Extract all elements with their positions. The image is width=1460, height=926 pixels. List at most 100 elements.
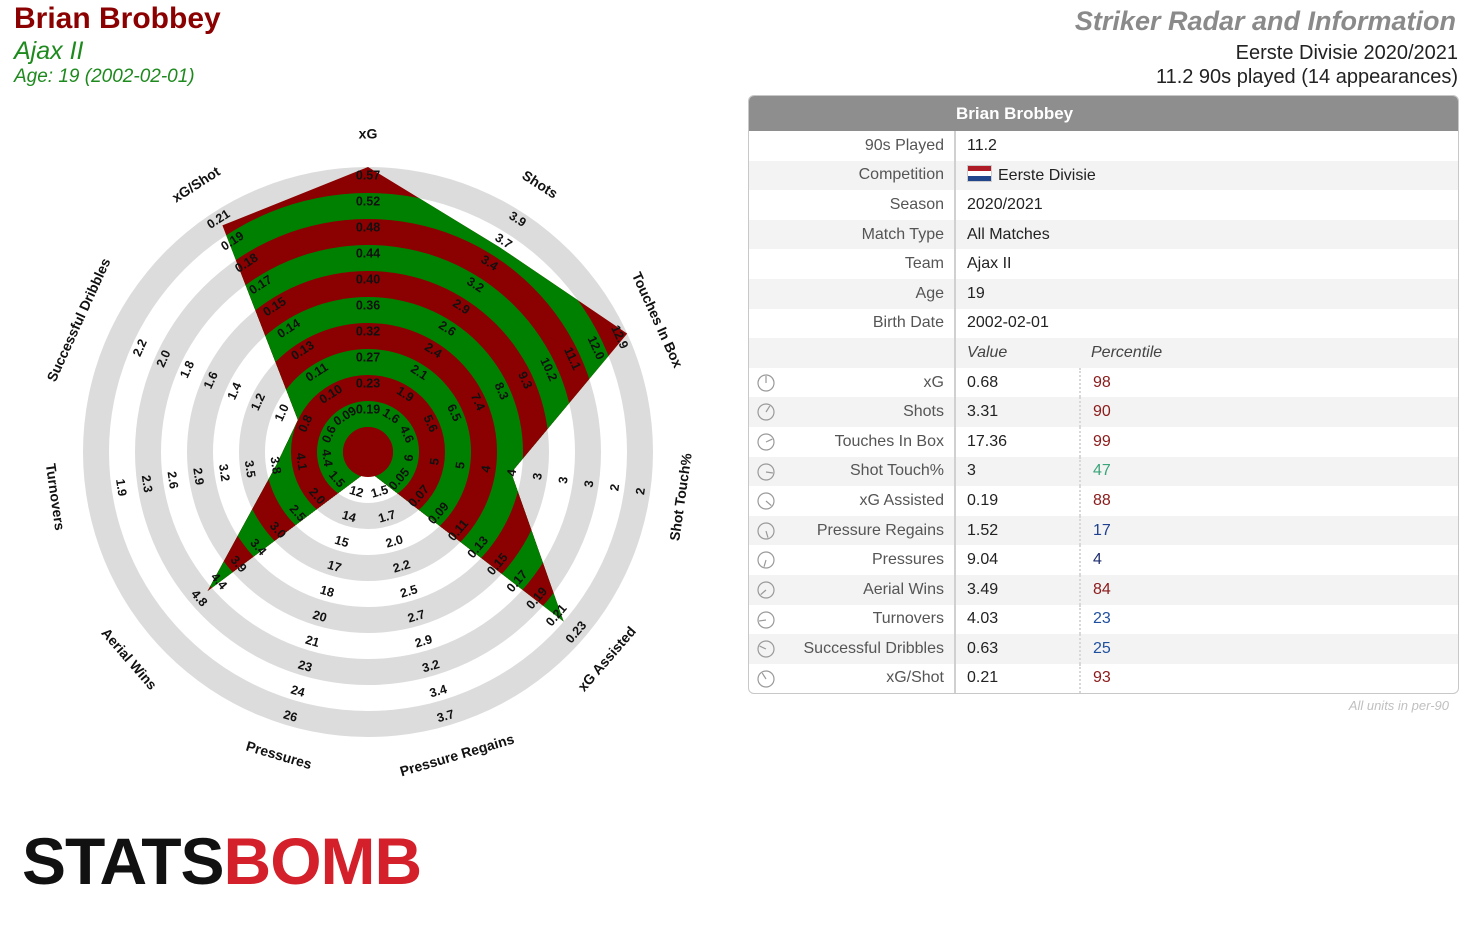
radar-tick-label: 0.57 [356, 168, 380, 182]
metric-label: Pressure Regains [749, 515, 956, 546]
metric-value: 0.63 [956, 634, 1079, 664]
radar-tick-label: 1.8 [177, 359, 197, 381]
metric-percentile: 25 [1079, 634, 1458, 664]
metric-value: 9.04 [967, 551, 999, 569]
radar-tick-label: 26 [282, 707, 299, 724]
metric-dial-icon [757, 433, 775, 451]
metric-dial-icon [757, 610, 775, 629]
radar-tick-label: 20 [311, 608, 328, 625]
info-row-value: Eerste Divisie [956, 160, 1458, 191]
metric-dial-icon [757, 522, 775, 540]
metric-dial-icon [757, 670, 775, 688]
metric-dial-icon [757, 551, 775, 569]
info-row-value: All Matches [956, 219, 1458, 250]
radar-tick-label: 1.9 [113, 478, 129, 497]
radar-tick-label: 0.8 [295, 413, 315, 435]
metric-label: xG Assisted [749, 486, 956, 516]
radar-tick-label: 4 [504, 468, 519, 477]
radar-tick-label: 2.9 [413, 632, 434, 650]
metric-dial-icon [757, 374, 775, 392]
metric-label: xG [749, 367, 956, 398]
competition-season-line: Eerste Divisie 2020/2021 [1235, 42, 1458, 64]
radar-tick-label: 12 [348, 483, 365, 500]
logo-bomb-text: BOMB [223, 824, 423, 898]
info-row-label: Age [749, 278, 956, 309]
info-table: Brian Brobbey 90s Played 11.2 Competition E… [748, 95, 1459, 695]
metric-label: xG/Shot [749, 663, 956, 694]
metric-percentile: 93 [1079, 663, 1458, 694]
player-name: Brian Brobbey [14, 2, 221, 35]
radar-tick-label: 4.1 [293, 452, 309, 471]
metric-percentile: 90 [1079, 397, 1458, 427]
radar-tick-label: 18 [318, 583, 335, 600]
radar-tick-label: 3.5 [242, 459, 258, 478]
value-header: Value [956, 338, 1079, 368]
metric-value: 3 [956, 456, 1079, 487]
radar-tick-label: 0.48 [356, 220, 380, 234]
radar-tick-label: 2.6 [165, 470, 181, 489]
metric-value: 0.21 [967, 669, 999, 687]
metric-header-row: Value Percentile [749, 338, 1458, 368]
radar-tick-label: 21 [304, 633, 321, 650]
info-row-value: Ajax II [967, 255, 1012, 273]
radar-tick-label: 15 [333, 533, 350, 550]
radar-tick-label: 8.3 [491, 380, 511, 402]
radar-tick-label: 3.2 [216, 463, 232, 482]
metric-value: 3.31 [956, 397, 1079, 427]
age-line: Age: 19 (2002-02-01) [14, 66, 195, 87]
metric-percentile: 98 [1079, 367, 1458, 398]
metric-label: Shots [749, 397, 956, 427]
radar-axis-label: Pressures [244, 738, 314, 773]
radar-tick-label: 3 [556, 476, 571, 485]
radar-tick-label: 2.7 [406, 607, 427, 625]
radar-tick-label: 9.3 [515, 369, 535, 391]
radar-tick-label: 0.23 [356, 376, 380, 390]
radar-tick-label: 5 [453, 461, 468, 470]
metric-percentile: 99 [1079, 426, 1458, 457]
info-row-value: 2020/2021 [967, 195, 1043, 213]
percentile-header: Percentile [1079, 338, 1458, 368]
info-row-value: 19 [956, 278, 1458, 309]
metric-row: Shots 3.31 90 [749, 397, 1458, 427]
radar-tick-label: 1.7 [377, 507, 398, 525]
radar-tick-label: 0.52 [356, 194, 380, 208]
radar-tick-label: 7.4 [468, 391, 488, 413]
radar-tick-label: 0.32 [356, 324, 380, 338]
radar-tick-label: 0.40 [356, 272, 380, 286]
radar-tick-label: 2.0 [384, 532, 405, 550]
radar-axis-label: Turnovers [43, 462, 68, 531]
radar-chart: 0.19 0.23 0.27 0.32 0.36 0.40 0.44 0.48 0.52 0.57… [43, 126, 695, 780]
report-title: Striker Radar and Information [1074, 6, 1456, 36]
radar-axis-label: Shot Touch% [666, 451, 695, 541]
radar-tick-label: 2.2 [391, 557, 412, 575]
statsbomb-logo: STATSBOMB [22, 828, 422, 894]
metric-row: xG/Shot 0.21 93 [749, 663, 1458, 694]
info-row: 90s Played 11.2 [749, 131, 1458, 161]
radar-center [343, 427, 393, 477]
played-line: 11.2 90s played (14 appearances) [1155, 66, 1458, 88]
info-row: Season 2020/2021 [749, 190, 1458, 220]
radar-tick-label: 4.4 [319, 448, 335, 467]
metric-dial-icon [757, 640, 775, 658]
radar-tick-label: 2.9 [190, 467, 206, 486]
info-table-header: Brian Brobbey [749, 96, 1458, 131]
metric-row: Pressure Regains 1.52 17 [749, 515, 1458, 546]
radar-tick-label: 0.6 [319, 423, 339, 445]
radar-tick-label: 3.7 [435, 707, 456, 725]
netherlands-flag-icon [967, 165, 992, 183]
metric-percentile: 23 [1079, 604, 1458, 635]
info-row-value: 2002-02-01 [967, 314, 1049, 332]
radar-axis-label: Touches In Box [629, 269, 686, 370]
radar-tick-label: 4.6 [397, 423, 417, 445]
radar-tick-label: 3.4 [428, 682, 449, 700]
radar-tick-label: 2.2 [130, 337, 150, 359]
radar-tick-label: 3.8 [268, 456, 284, 475]
radar-tick-label: 2.0 [154, 348, 174, 370]
radar-tick-label: 1.6 [201, 369, 221, 391]
metric-percentile: 4 [1079, 545, 1458, 575]
info-row-label: 90s Played [749, 131, 956, 161]
radar-axis-label: xG [359, 126, 378, 142]
radar-tick-label: 17 [326, 558, 343, 575]
metric-row: xG Assisted 0.19 88 [749, 486, 1458, 516]
metric-value: 4.03 [967, 610, 999, 628]
